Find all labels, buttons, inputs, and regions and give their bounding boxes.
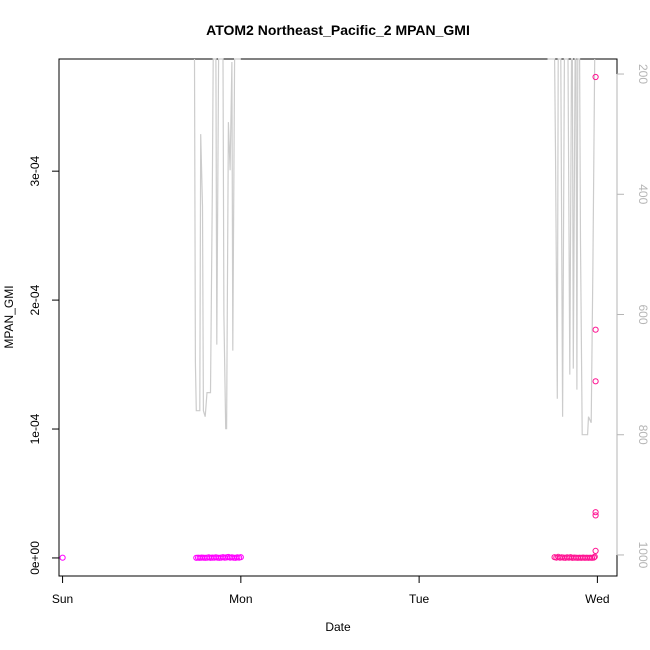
y2-tick-label: 1000 [636, 542, 650, 569]
data-point [237, 554, 244, 561]
y-tick-label: 1e-04 [28, 413, 42, 444]
x-tick-label: Tue [409, 592, 430, 606]
data-point [592, 378, 599, 385]
plot-area [58, 58, 618, 577]
y-tick-label: 0e+00 [28, 541, 42, 575]
y-tick-label: 3e-04 [28, 156, 42, 187]
data-point [592, 547, 599, 555]
pressure-line [193, 58, 241, 430]
axes: Sun Mon Tue Wed 0e+00 1e-04 2e-04 3e-04 200 400 60… [28, 64, 650, 606]
y2-tick-label: 200 [636, 64, 650, 84]
data-point [592, 509, 599, 516]
data-point [591, 553, 598, 560]
y2-tick-label: 400 [636, 184, 650, 204]
data-points [59, 73, 599, 561]
data-point [592, 326, 599, 333]
y2-tick-label: 800 [636, 425, 650, 445]
x-tick-label: Sun [52, 592, 73, 606]
data-point [590, 554, 597, 561]
pressure-lines [193, 58, 596, 436]
x-axis-label: Date [325, 620, 351, 634]
y2-tick-label: 600 [636, 304, 650, 324]
chart-title: ATOM2 Northeast_Pacific_2 MPAN_GMI [206, 22, 470, 38]
x-tick-label: Wed [585, 592, 609, 606]
data-point [59, 554, 66, 561]
y-axis-label: MPAN_GMI [2, 285, 16, 348]
data-point [592, 73, 599, 81]
data-point [592, 512, 599, 519]
y-tick-label: 2e-04 [28, 284, 42, 315]
x-tick-label: Mon [229, 592, 252, 606]
pressure-line [547, 58, 596, 436]
